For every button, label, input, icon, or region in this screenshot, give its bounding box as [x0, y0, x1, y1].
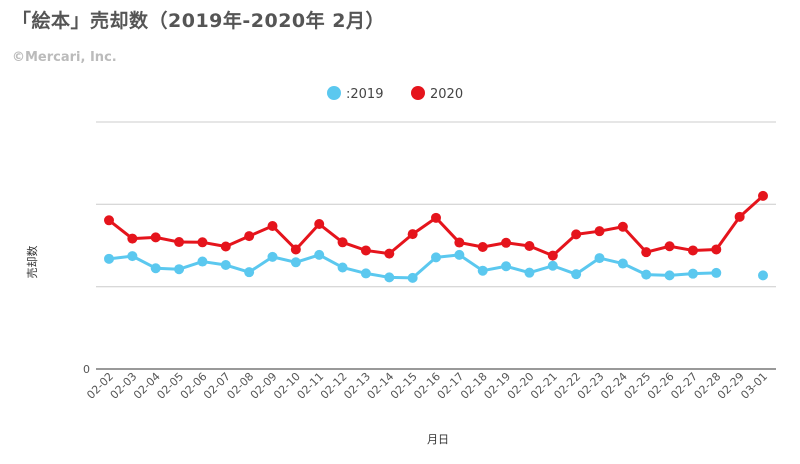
data-point-02-05 — [174, 237, 185, 248]
x-tick-labels: 02-0202-0302-0402-0502-0602-0702-0802-09… — [84, 370, 770, 402]
data-point-02-17 — [454, 237, 465, 248]
data-point-02-26 — [664, 270, 675, 281]
data-point-02-02 — [104, 253, 114, 264]
data-point-02-21 — [547, 260, 558, 271]
legend: :2019 2020 — [327, 86, 463, 102]
x-tick-label-03-01: 03-01 — [738, 370, 770, 402]
series-group — [104, 190, 768, 283]
y-axis-label: 売却数 — [26, 246, 39, 279]
data-point-02-25 — [641, 269, 652, 280]
data-point-02-24 — [617, 258, 628, 269]
data-point-02-16 — [431, 252, 441, 263]
data-point-02-07 — [220, 241, 231, 252]
data-point-03-01 — [758, 190, 768, 201]
y-tick-label-0: 0 — [83, 363, 90, 376]
data-point-02-23 — [594, 226, 605, 237]
data-point-02-06 — [197, 237, 208, 248]
data-point-02-25 — [641, 247, 652, 258]
data-point-02-17 — [454, 249, 465, 260]
data-point-02-15 — [407, 229, 418, 240]
data-point-02-23 — [594, 253, 605, 264]
data-point-02-13 — [360, 245, 371, 256]
data-point-02-20 — [524, 267, 535, 278]
data-point-02-12 — [337, 262, 348, 273]
data-point-02-08 — [244, 267, 255, 278]
legend-marker-1 — [411, 86, 425, 100]
data-point-02-28 — [711, 267, 722, 278]
data-point-02-16 — [431, 212, 441, 223]
data-point-02-26 — [664, 241, 675, 252]
legend-label-1: 2020 — [430, 87, 463, 102]
data-point-02-20 — [524, 240, 535, 251]
chart-title: 「絵本」売却数（2019年-2020年 2月） — [12, 10, 385, 32]
data-point-02-10 — [290, 244, 301, 255]
data-point-02-11 — [314, 249, 325, 260]
data-point-02-18 — [477, 265, 488, 276]
data-point-02-18 — [477, 241, 488, 252]
legend-label-0: :2019 — [346, 87, 383, 102]
data-point-02-09 — [267, 220, 278, 231]
data-point-02-29 — [734, 211, 745, 222]
data-point-02-09 — [267, 251, 278, 262]
series-2020 — [104, 190, 768, 261]
grid-lines — [96, 121, 776, 288]
data-point-02-19 — [501, 261, 512, 272]
data-point-02-04 — [150, 263, 161, 274]
x-axis-label: 月日 — [427, 433, 449, 446]
data-point-02-27 — [687, 268, 698, 279]
data-point-02-27 — [687, 245, 698, 256]
data-point-02-05 — [174, 264, 185, 275]
data-point-02-03 — [127, 251, 138, 262]
data-point-02-21 — [547, 250, 558, 261]
copyright-notice: ©Mercari, Inc. — [12, 50, 117, 65]
data-point-02-06 — [197, 256, 208, 267]
data-point-02-12 — [337, 237, 348, 248]
data-point-02-15 — [407, 272, 418, 283]
data-point-02-24 — [617, 221, 628, 232]
data-point-02-04 — [150, 232, 161, 243]
data-point-02-02 — [104, 215, 114, 226]
data-point-02-10 — [290, 257, 301, 268]
data-point-02-22 — [571, 269, 582, 280]
y-tick-labels: 0 — [83, 363, 90, 376]
data-point-03-01 — [758, 270, 768, 281]
data-point-02-11 — [314, 219, 325, 230]
legend-marker-0 — [327, 86, 341, 100]
data-point-02-08 — [244, 231, 255, 242]
data-point-02-14 — [384, 248, 395, 259]
data-point-02-22 — [571, 229, 582, 240]
data-point-02-07 — [220, 260, 231, 271]
data-point-02-03 — [127, 233, 138, 244]
data-point-02-13 — [360, 268, 371, 279]
data-point-02-19 — [501, 237, 512, 248]
series-2019 — [104, 249, 768, 283]
data-point-02-14 — [384, 272, 395, 283]
data-point-02-28 — [711, 244, 722, 255]
